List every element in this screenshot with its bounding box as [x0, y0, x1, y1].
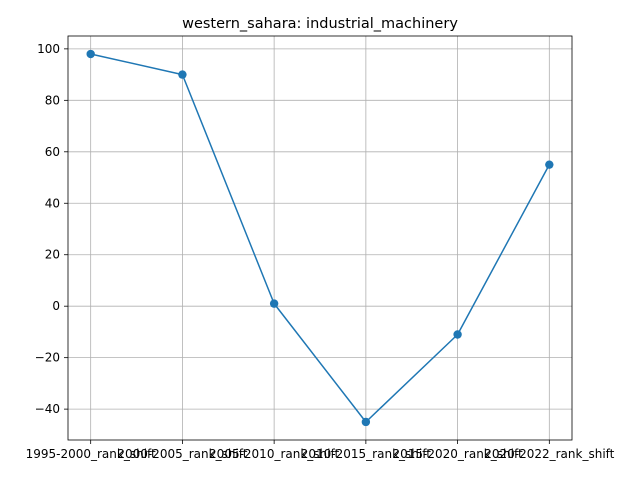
y-tick-label: 100 — [37, 42, 60, 56]
series-line — [90, 53, 550, 423]
y-tick-label: 40 — [45, 196, 60, 210]
axes-layer — [64, 35, 573, 444]
x-tick-label: 2000-2005_rank_shift — [117, 447, 247, 461]
y-tick-label: 60 — [45, 145, 60, 159]
chart-title: western_sahara: industrial_machinery — [182, 16, 458, 32]
data-point — [269, 299, 279, 308]
plot-frame — [67, 35, 573, 441]
y-tick-label: 20 — [45, 248, 60, 262]
data-point — [545, 160, 554, 169]
x-tick-label: 2015-2020_rank_shift — [393, 447, 523, 461]
y-tick-label: 0 — [52, 299, 60, 313]
grid-layer — [68, 36, 572, 440]
data-point — [86, 49, 95, 59]
x-tick-label: 2010-2015_rank_shift — [301, 447, 431, 461]
x-tick-label: 2020-2022_rank_shift — [484, 447, 614, 461]
data-point — [453, 330, 462, 339]
y-tick-label: −40 — [35, 402, 60, 416]
x-tick-label: 1995-2000_rank_shift — [26, 447, 156, 461]
y-tick-label: 80 — [45, 93, 60, 107]
data-point — [361, 417, 371, 427]
tick-label-layer: 1995-2000_rank_shift2000-2005_rank_shift… — [26, 42, 615, 461]
y-tick-label: −20 — [35, 351, 60, 365]
series-layer — [86, 49, 554, 427]
x-tick-label: 2005-2010_rank_shift — [209, 447, 339, 461]
data-point — [178, 70, 187, 79]
